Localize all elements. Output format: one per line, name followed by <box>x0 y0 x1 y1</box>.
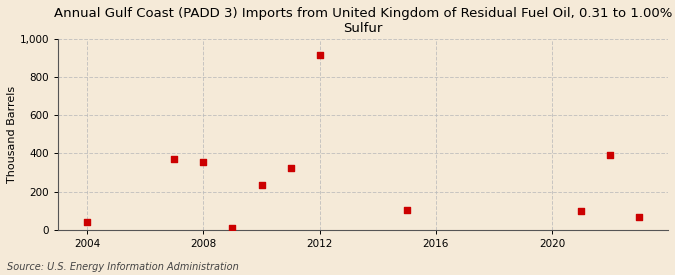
Point <box>256 183 267 187</box>
Point <box>605 153 616 158</box>
Point <box>402 208 412 212</box>
Point <box>634 215 645 219</box>
Point <box>198 160 209 164</box>
Point <box>227 226 238 230</box>
Point <box>82 220 92 224</box>
Y-axis label: Thousand Barrels: Thousand Barrels <box>7 86 17 183</box>
Point <box>285 166 296 170</box>
Point <box>576 208 587 213</box>
Point <box>314 53 325 57</box>
Title: Annual Gulf Coast (PADD 3) Imports from United Kingdom of Residual Fuel Oil, 0.3: Annual Gulf Coast (PADD 3) Imports from … <box>54 7 672 35</box>
Point <box>169 157 180 161</box>
Text: Source: U.S. Energy Information Administration: Source: U.S. Energy Information Administ… <box>7 262 238 272</box>
